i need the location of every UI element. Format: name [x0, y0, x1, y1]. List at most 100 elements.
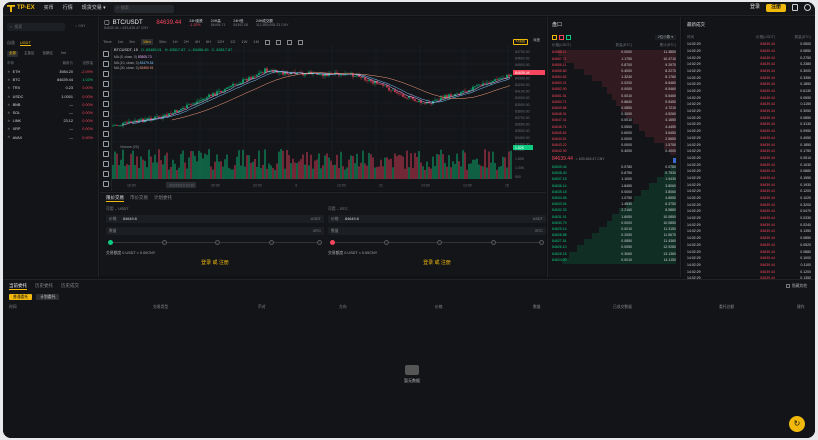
- market-row[interactable]: ★ AVAX — 0.00%: [7, 134, 94, 142]
- star-icon[interactable]: ★: [7, 68, 11, 74]
- star-icon[interactable]: ★: [7, 134, 11, 140]
- trendline-icon[interactable]: [103, 61, 109, 67]
- pattern-icon[interactable]: [103, 101, 109, 107]
- buy-percent-slider[interactable]: [108, 239, 322, 245]
- kline-button[interactable]: K线图: [512, 39, 528, 45]
- bid-row[interactable]: 84635.18 0.0000 3.8060: [552, 189, 676, 196]
- interval-1m[interactable]: 1M: [253, 39, 259, 44]
- market-col-coin[interactable]: 币种: [7, 61, 14, 66]
- lock-icon[interactable]: [103, 161, 109, 167]
- camera-icon[interactable]: [297, 39, 303, 45]
- interval-1w[interactable]: 1W: [241, 39, 248, 44]
- ask-row[interactable]: 84648.91 0.3000 4.5260: [552, 112, 676, 119]
- tab-plan-order[interactable]: 计划委托: [154, 195, 172, 200]
- trash-icon[interactable]: [103, 181, 109, 187]
- market-search-input[interactable]: ⌕ 搜索: [7, 23, 65, 31]
- tab-limit-order[interactable]: 限价交易: [106, 195, 124, 202]
- slider-stop-100[interactable]: [539, 239, 544, 245]
- settings-icon[interactable]: [275, 39, 281, 45]
- cny-toggle[interactable]: ○ CNY: [75, 24, 86, 29]
- tab-trade-history[interactable]: 历史成交: [61, 283, 79, 288]
- bid-row[interactable]: 84626.10 0.0050 12.9280: [552, 245, 676, 252]
- ask-row[interactable]: 84656.11 0.8700 9.2970: [552, 62, 676, 69]
- bid-row[interactable]: 84634.06 1.0750 4.8550: [552, 195, 676, 202]
- tab-order-history[interactable]: 历史委托: [35, 283, 53, 288]
- bid-row[interactable]: 84629.14 0.0010 11.3150: [552, 226, 676, 233]
- ask-row[interactable]: 84644.51 0.0000 2.5650: [552, 136, 676, 143]
- market-row[interactable]: ★ TRX 0.23 0.00%: [7, 84, 94, 92]
- nav-search-input[interactable]: ⌕ 搜索: [113, 4, 174, 13]
- ask-row[interactable]: 84654.62 1.3240 8.1760: [552, 74, 676, 82]
- market-row[interactable]: ★ XRP — 0.00%: [7, 125, 94, 133]
- sell-percent-slider[interactable]: [330, 239, 544, 245]
- arrow-icon[interactable]: [103, 121, 109, 127]
- interval-1d[interactable]: 1D: [230, 39, 236, 44]
- market-row[interactable]: ★ LINK 23.12 0.00%: [7, 117, 94, 125]
- market-subtab-all[interactable]: 全部: [7, 51, 18, 58]
- slider-stop-75[interactable]: [490, 239, 496, 245]
- interval-15m[interactable]: 15m: [140, 39, 153, 46]
- ruler-icon[interactable]: [103, 131, 109, 137]
- magnet-icon[interactable]: [103, 151, 109, 157]
- interval-2h[interactable]: 2H: [183, 39, 189, 44]
- market-col-price[interactable]: 最新价: [62, 61, 74, 66]
- market-row[interactable]: ★ USDC 1.0001 0.00%: [7, 93, 94, 101]
- slider-stop-25[interactable]: [161, 239, 167, 245]
- subtab-normal-orders[interactable]: 普通委托: [9, 293, 33, 301]
- tab-open-orders[interactable]: 当前委托: [9, 283, 27, 290]
- interval-6h[interactable]: 6H: [205, 39, 211, 44]
- slider-stop-100[interactable]: [317, 239, 322, 245]
- bid-row[interactable]: 84631.01 1.6050 10.0850: [552, 214, 676, 221]
- bid-row[interactable]: 84625.18 0.3060 13.1360: [552, 251, 676, 258]
- precision-select[interactable]: 2位小数 ▾: [654, 34, 676, 41]
- buy-login-link[interactable]: 登录 或 注册: [201, 260, 229, 267]
- market-row[interactable]: ★ BNB — 0.00%: [7, 101, 94, 109]
- interval-12h[interactable]: 12H: [216, 39, 225, 44]
- star-icon[interactable]: ★: [7, 77, 11, 83]
- star-icon[interactable]: ★: [7, 101, 11, 107]
- support-button[interactable]: ↻: [789, 416, 805, 432]
- zoom-icon[interactable]: [103, 141, 109, 147]
- buy-quantity-field[interactable]: 数量 BTC: [106, 227, 324, 236]
- market-col-change[interactable]: 涨跌幅: [82, 61, 94, 66]
- hide-others-checkbox[interactable]: 隐藏其他: [785, 284, 807, 289]
- star-icon[interactable]: ★: [7, 118, 11, 124]
- brush-icon[interactable]: [103, 81, 109, 87]
- ticker-pair[interactable]: BTC/USDT: [112, 20, 143, 26]
- fx-icon[interactable]: [264, 39, 270, 45]
- market-tab-favorites[interactable]: 自选: [7, 40, 15, 45]
- fullscreen-icon[interactable]: [286, 39, 292, 45]
- market-row[interactable]: ★ ETH 3984.20 -2.09%: [7, 68, 94, 76]
- sell-quantity-field[interactable]: 数量 BTC: [328, 227, 546, 236]
- ask-row[interactable]: 84643.22 0.0000 1.5750: [552, 143, 676, 150]
- login-link[interactable]: 登录: [749, 4, 760, 10]
- book-view-bids-icon[interactable]: [566, 34, 571, 40]
- sell-login-link[interactable]: 登录 或 注册: [423, 260, 451, 267]
- interval-4h[interactable]: 4H: [194, 39, 200, 44]
- nav-item-spot[interactable]: 现货交易 ▾: [81, 4, 106, 11]
- ask-row[interactable]: 84657.71 1.1750 10.4710: [552, 56, 676, 63]
- slider-stop-0[interactable]: [330, 239, 335, 245]
- bid-row[interactable]: 84624.00 0.0010 14.1150: [552, 257, 676, 264]
- book-view-both-icon[interactable]: [552, 34, 557, 40]
- bid-row[interactable]: 84628.88 0.2050 11.5670: [552, 232, 676, 240]
- eye-icon[interactable]: [103, 171, 109, 177]
- ask-row[interactable]: 84658.11 0.0000 11.3850: [552, 50, 676, 57]
- bid-row[interactable]: 84630.79 0.0000 10.0850: [552, 220, 676, 227]
- crosshair-icon[interactable]: [103, 51, 109, 57]
- measure-icon[interactable]: [103, 111, 109, 117]
- bid-row[interactable]: 84636.14 1.8450 3.8060: [552, 183, 676, 190]
- market-row[interactable]: ★ SOL — 0.00%: [7, 109, 94, 117]
- register-button[interactable]: 注册: [765, 4, 786, 12]
- ask-row[interactable]: 84645.62 0.6000 3.6450: [552, 130, 676, 137]
- slider-stop-50[interactable]: [437, 239, 442, 245]
- slider-stop-0[interactable]: [108, 239, 113, 245]
- ask-row[interactable]: 84655.80 0.4000 8.2270: [552, 68, 676, 75]
- subtab-plan-orders[interactable]: 计划委托: [36, 293, 60, 301]
- bid-row[interactable]: 84633.94 1.4930 6.3750: [552, 202, 676, 209]
- market-subtab-main[interactable]: 主板区: [24, 51, 35, 56]
- interval-time[interactable]: Time: [103, 39, 112, 44]
- ask-row[interactable]: 84652.90 0.0000 6.5460: [552, 87, 676, 94]
- bid-row[interactable]: 84639.44 0.0780 0.0780: [552, 164, 676, 172]
- ask-row[interactable]: 84646.71 0.0500 4.4450: [552, 124, 676, 131]
